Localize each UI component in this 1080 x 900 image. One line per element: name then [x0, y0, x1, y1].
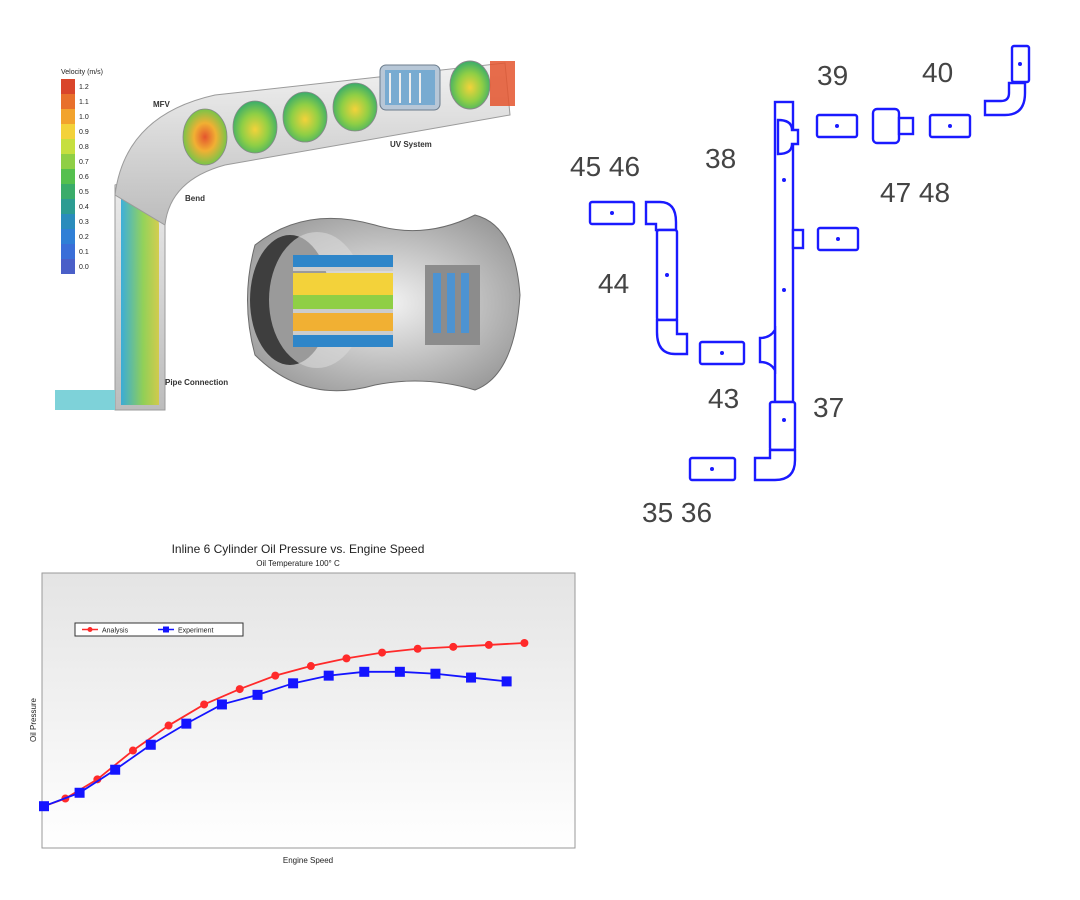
legend-value: 0.8 [79, 144, 89, 151]
node-label-39: 39 [817, 60, 848, 91]
chart-subtitle: Oil Temperature 100° C [256, 559, 340, 568]
data-point-experiment [466, 672, 477, 683]
legend-value: 1.2 [79, 84, 89, 91]
series-line-experiment [43, 670, 507, 808]
legend-swatch [61, 169, 75, 184]
legend-swatch [61, 109, 75, 124]
legend-value: 0.0 [79, 264, 89, 271]
legend-value: 0.6 [79, 174, 89, 181]
data-point-analysis [306, 662, 315, 671]
chart-title: Inline 6 Cylinder Oil Pressure vs. Engin… [172, 542, 425, 556]
data-point-experiment [394, 666, 405, 677]
data-point-analysis [413, 644, 422, 653]
y-axis-label: Oil Pressure [30, 697, 38, 742]
data-point-analysis [342, 654, 351, 663]
legend-swatch [61, 214, 75, 229]
data-point-experiment [110, 764, 121, 775]
label-mfv: MFV [153, 100, 171, 109]
data-point-analysis [93, 775, 102, 784]
cfd-visualization: Velocity (m/s) 1.2 1.1 1.0 0.9 0.8 0.7 0.6 0.5 0… [55, 55, 525, 415]
data-point-experiment [39, 801, 49, 812]
legend-swatch [61, 229, 75, 244]
legend-marker-experiment [163, 626, 169, 633]
legend-swatch [61, 199, 75, 214]
pipe-network-svg: 39 40 38 45 46 47 48 44 43 37 35 36 [570, 44, 1031, 528]
data-point-experiment [252, 689, 263, 700]
legend-label-analysis: Analysis [102, 628, 129, 635]
data-point-experiment [145, 739, 156, 750]
legend-title: Velocity (m/s) [61, 69, 103, 76]
legend-value: 1.0 [79, 114, 89, 121]
node-label-47-48: 47 48 [880, 177, 950, 208]
pipe-network-diagram: 39 40 38 45 46 47 48 44 43 37 35 36 [560, 40, 1050, 540]
label-uv-system: UV System [390, 140, 432, 149]
chart-svg: Inline 6 Cylinder Oil Pressure vs. Engin… [29, 542, 576, 865]
data-point-analysis [449, 642, 458, 651]
data-point-experiment [288, 678, 299, 689]
plot-area [41, 572, 576, 849]
node-label-38: 38 [705, 143, 736, 174]
legend-swatch [61, 154, 75, 169]
data-point-analysis [378, 648, 387, 657]
node-label-40: 40 [922, 57, 953, 88]
data-point-analysis [164, 721, 173, 730]
data-point-experiment [216, 699, 227, 710]
label-pipe-connection: Pipe Connection [165, 378, 228, 387]
legend-value: 0.3 [79, 219, 89, 226]
legend-value: 0.4 [79, 204, 89, 211]
legend-swatch [61, 79, 75, 94]
data-point-analysis [128, 746, 137, 755]
data-point-analysis [520, 639, 529, 647]
legend-value: 1.1 [79, 99, 89, 106]
legend-swatch [61, 94, 75, 109]
oil-pressure-chart: Inline 6 Cylinder Oil Pressure vs. Engin… [29, 535, 590, 875]
data-point-experiment [181, 718, 192, 729]
x-axis-label: Engine Speed [283, 856, 333, 865]
legend-swatch [61, 184, 75, 199]
legend-value: 0.5 [79, 189, 89, 196]
node-label-43: 43 [708, 383, 739, 414]
legend-value: 0.2 [79, 234, 89, 241]
node-label-35-36: 35 36 [642, 497, 712, 528]
data-point-analysis [200, 700, 209, 709]
legend-marker-analysis [87, 627, 93, 632]
chart-legend: Analysis Experiment [74, 622, 244, 637]
data-point-analysis [484, 640, 493, 649]
pipe-node-dots [610, 62, 1022, 471]
data-point-experiment [74, 787, 85, 798]
legend-value: 0.9 [79, 129, 89, 136]
legend-swatch [61, 244, 75, 259]
legend-swatch [61, 124, 75, 139]
data-point-experiment [323, 670, 334, 681]
node-label-44: 44 [598, 268, 629, 299]
data-point-analysis [235, 685, 244, 694]
legend-swatch [61, 259, 75, 274]
data-point-experiment [430, 668, 441, 679]
data-point-experiment [501, 676, 512, 687]
node-label-45-46: 45 46 [570, 151, 640, 182]
series-layer [39, 639, 529, 812]
uv-reactor-graphic [247, 214, 521, 392]
label-bend: Bend [185, 194, 205, 203]
node-label-37: 37 [813, 392, 844, 423]
velocity-legend: 1.2 1.1 1.0 0.9 0.8 0.7 0.6 0.5 0.4 0.3 0.2 0.1 0.0 [61, 79, 89, 274]
cfd-pipe-graphic: Velocity (m/s) 1.2 1.1 1.0 0.9 0.8 0.7 0.6 0.5 0… [55, 60, 521, 411]
data-point-analysis [271, 671, 280, 680]
legend-value: 0.7 [79, 159, 89, 166]
legend-value: 0.1 [79, 249, 89, 256]
legend-label-experiment: Experiment [178, 628, 213, 635]
legend-swatch [61, 139, 75, 154]
data-point-experiment [359, 666, 370, 677]
